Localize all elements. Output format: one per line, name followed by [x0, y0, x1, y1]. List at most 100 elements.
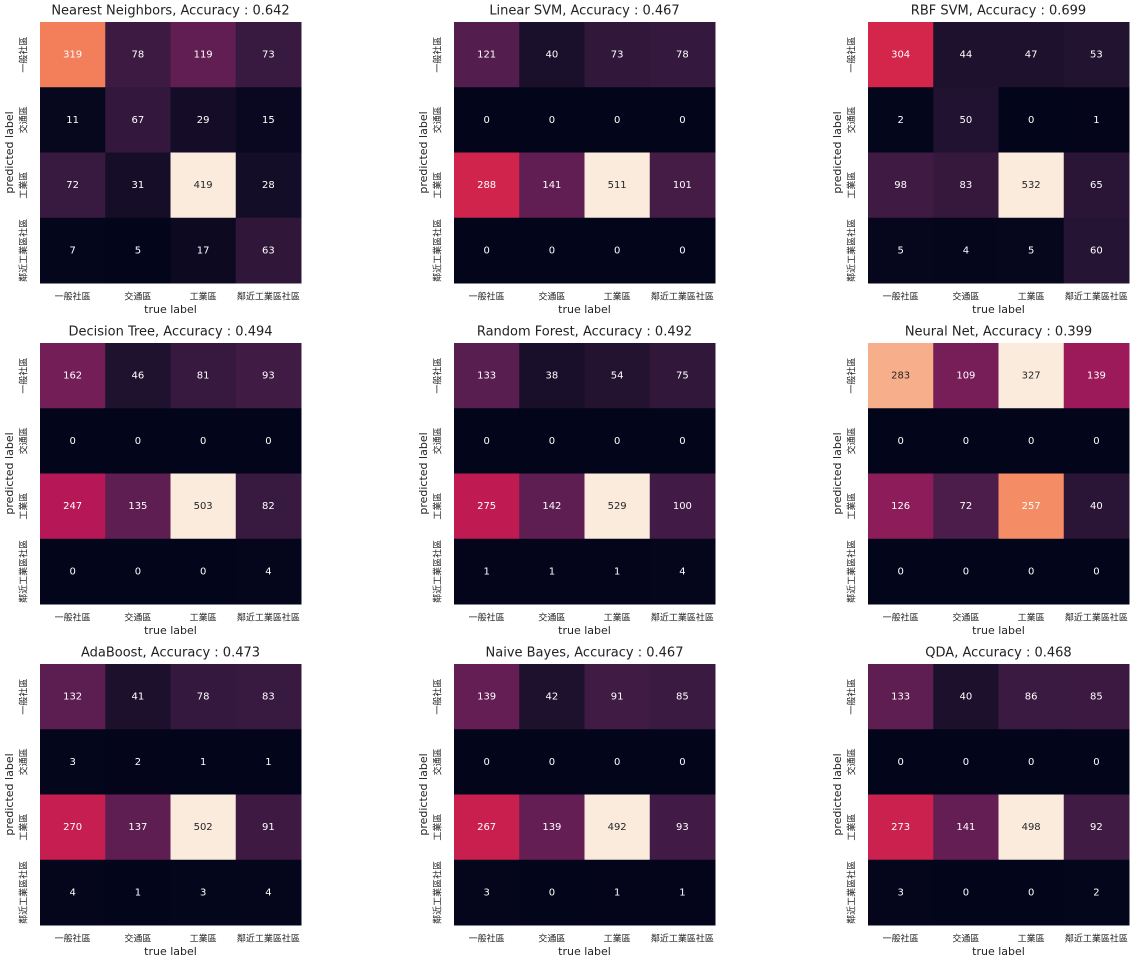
cell-label: 72: [960, 501, 973, 512]
cell-label: 162: [63, 371, 82, 382]
heatmap-cell: [170, 664, 237, 730]
cell-label: 0: [549, 887, 555, 898]
heatmap-cell: [105, 152, 171, 219]
cell-label: 75: [676, 371, 689, 382]
cell-label: 1: [200, 757, 206, 768]
heatmap-cell: [649, 343, 716, 409]
cell-label: 5: [897, 245, 903, 256]
cell-label: 92: [1090, 822, 1103, 833]
cell-label: 0: [679, 115, 685, 126]
heatmap-cell: [40, 343, 106, 409]
heatmap-cell: [1063, 22, 1130, 88]
heatmap-cell: [519, 87, 585, 153]
cell-label: 83: [960, 180, 973, 191]
cell-label: 0: [483, 757, 489, 768]
heatmap-cell: [584, 87, 651, 153]
cell-label: 2: [1093, 887, 1099, 898]
cell-label: 1: [135, 887, 141, 898]
cell-label: 288: [477, 180, 496, 191]
y-tick-label: 鄰近工業區社區: [846, 861, 858, 924]
cell-label: 82: [262, 501, 275, 512]
heatmap-cell: [170, 794, 237, 861]
heatmap-cell: [235, 343, 302, 409]
panel-title: Nearest Neighbors, Accuracy : 0.642: [51, 4, 289, 19]
cell-label: 0: [679, 757, 685, 768]
heatmap-cell: [933, 729, 999, 795]
cell-label: 270: [63, 822, 82, 833]
x-tick-label: 交通區: [538, 933, 565, 945]
cell-label: 0: [897, 566, 903, 577]
x-tick-label: 工業區: [190, 612, 217, 624]
cell-label: 0: [963, 436, 969, 447]
cell-label: 132: [63, 692, 82, 703]
x-tick-label: 鄰近工業區社區: [1065, 933, 1128, 945]
heatmap-cell: [649, 664, 716, 730]
heatmap-cell: [235, 87, 302, 153]
y-tick-label: 交通區: [432, 106, 444, 133]
heatmap-cell: [933, 22, 999, 88]
y-tick-label: 鄰近工業區社區: [846, 540, 858, 603]
x-tick-label: 一般社區: [883, 291, 919, 303]
heatmap-cell: [868, 859, 934, 926]
x-tick-label: 一般社區: [55, 612, 91, 624]
cell-label: 63: [262, 245, 275, 256]
panel: Nearest Neighbors, Accuracy : 0.642 319 78…: [3, 4, 302, 316]
panel: Naive Bayes, Accuracy : 0.467 139 42 91 85 0 0…: [417, 646, 716, 958]
y-tick-label: 一般社區: [846, 358, 858, 394]
cell-label: 93: [676, 822, 689, 833]
heatmap-cell: [933, 343, 999, 409]
cell-label: 65: [1090, 180, 1103, 191]
y-tick-label: 鄰近工業區社區: [18, 861, 30, 924]
heatmap-cell: [1063, 408, 1130, 474]
y-axis-label: predicted label: [417, 432, 430, 514]
heatmap-cell: [170, 473, 237, 540]
cell-label: 1: [549, 566, 555, 577]
heatmap-cell: [584, 22, 651, 88]
y-tick-label: 一般社區: [18, 679, 30, 715]
heatmap-cell: [933, 473, 999, 540]
heatmap-cell: [40, 859, 106, 926]
heatmap-cell: [868, 217, 934, 284]
heatmap-cell: [170, 217, 237, 284]
y-tick-label: 工業區: [18, 493, 30, 520]
cell-label: 2: [135, 757, 141, 768]
x-tick-label: 一般社區: [469, 612, 505, 624]
cell-label: 54: [611, 371, 624, 382]
heatmap-cell: [105, 473, 171, 540]
heatmap-cell: [235, 217, 302, 284]
heatmap-cell: [170, 22, 237, 88]
heatmap-cell: [998, 152, 1065, 219]
cell-label: 0: [963, 566, 969, 577]
cell-label: 85: [1090, 692, 1103, 703]
cell-label: 126: [891, 501, 910, 512]
heatmap-cell: [998, 664, 1065, 730]
y-tick-label: 工業區: [432, 814, 444, 841]
heatmap-cell: [105, 859, 171, 926]
heatmap-cell: [519, 794, 585, 861]
y-axis-label: predicted label: [831, 432, 844, 514]
y-tick-label: 一般社區: [18, 358, 30, 394]
y-axis-label: predicted label: [3, 432, 16, 514]
heatmap-cell: [170, 408, 237, 474]
x-tick-label: 一般社區: [469, 291, 505, 303]
heatmap-cell: [519, 473, 585, 540]
cell-label: 0: [483, 436, 489, 447]
cell-label: 141: [956, 822, 975, 833]
heatmap-cell: [1063, 152, 1130, 219]
cell-label: 78: [197, 692, 210, 703]
cell-label: 0: [1093, 566, 1099, 577]
cell-label: 0: [679, 436, 685, 447]
y-tick-label: 鄰近工業區社區: [18, 540, 30, 603]
heatmap-cell: [105, 343, 171, 409]
cell-label: 135: [128, 501, 147, 512]
cell-label: 139: [542, 822, 561, 833]
heatmap-cell: [933, 794, 999, 861]
cell-label: 0: [1028, 566, 1034, 577]
heatmap-cell: [454, 473, 520, 540]
heatmap-cell: [1063, 729, 1130, 795]
y-tick-label: 工業區: [846, 814, 858, 841]
heatmap-cell: [40, 538, 106, 605]
x-axis-label: true label: [144, 945, 197, 958]
y-tick-label: 一般社區: [432, 358, 444, 394]
